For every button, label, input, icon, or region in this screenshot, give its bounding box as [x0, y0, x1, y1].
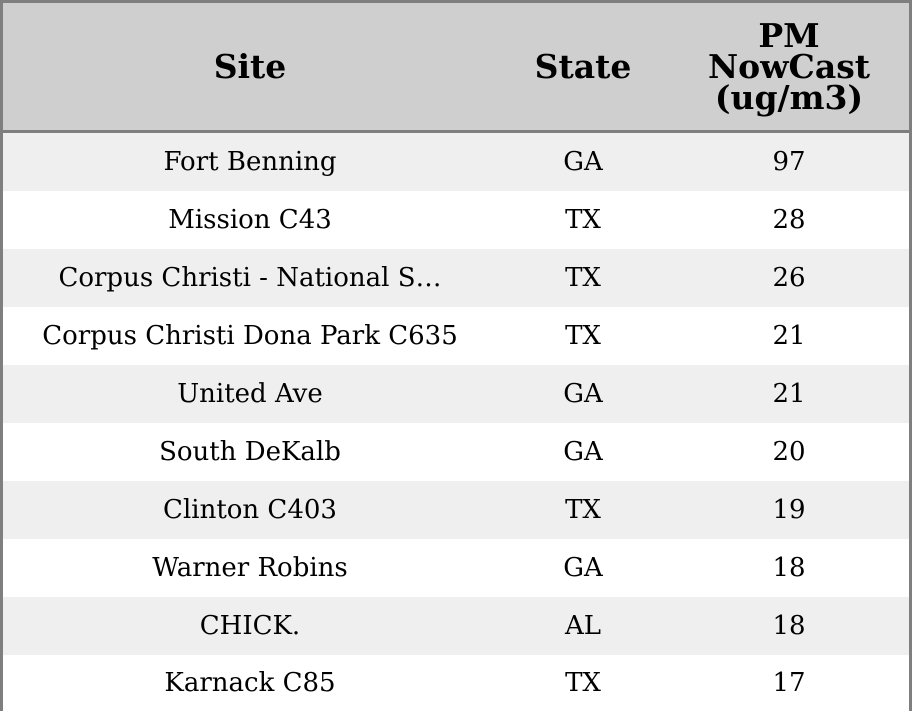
cell-site: Mission C43 [168, 205, 332, 235]
cell-state: TX [565, 321, 601, 351]
cell-pm-value: 19 [772, 495, 806, 525]
table-row: Corpus Christi - National S… TX 26 [3, 249, 909, 307]
table-row: CHICK. AL 18 [3, 597, 909, 655]
table-row: Fort Benning GA 97 [3, 133, 909, 191]
cell-site: CHICK. [199, 611, 301, 641]
cell-site: South DeKalb [159, 437, 341, 467]
column-header-pm-nowcast: PM NowCast (ug/m3) [707, 16, 871, 117]
cell-state: AL [564, 611, 602, 641]
cell-site: Corpus Christi Dona Park C635 [42, 321, 458, 351]
cell-site: Fort Benning [163, 147, 337, 177]
cell-pm-value: 97 [772, 147, 806, 177]
cell-pm-value: 17 [772, 668, 806, 698]
cell-state: TX [565, 495, 601, 525]
cell-state: GA [563, 379, 603, 409]
cell-state: TX [565, 668, 601, 698]
cell-pm-value: 18 [772, 553, 806, 583]
cell-pm-value: 28 [772, 205, 806, 235]
cell-pm-value: 18 [772, 611, 806, 641]
cell-pm-value: 26 [772, 263, 806, 293]
cell-pm-value: 21 [772, 379, 806, 409]
column-header-state: State [534, 47, 632, 86]
cell-state: GA [563, 147, 603, 177]
table-row: Clinton C403 TX 19 [3, 481, 909, 539]
cell-site: United Ave [177, 379, 323, 409]
cell-site: Warner Robins [152, 553, 348, 583]
cell-site: Clinton C403 [163, 495, 337, 525]
cell-state: GA [563, 437, 603, 467]
table-body: Fort Benning GA 97 Mission C43 TX 28 Corpus Ch… [3, 133, 909, 711]
table-row: United Ave GA 21 [3, 365, 909, 423]
column-header-site: Site [213, 47, 287, 86]
table-row: Warner Robins GA 18 [3, 539, 909, 597]
cell-pm-value: 21 [772, 321, 806, 351]
table-row: Karnack C85 TX 17 [3, 655, 909, 711]
cell-state: TX [565, 263, 601, 293]
cell-pm-value: 20 [772, 437, 806, 467]
table-row: South DeKalb GA 20 [3, 423, 909, 481]
cell-site: Corpus Christi - National S… [58, 263, 442, 293]
cell-state: TX [565, 205, 601, 235]
cell-site: Karnack C85 [164, 668, 336, 698]
cell-state: GA [563, 553, 603, 583]
table-row: Corpus Christi Dona Park C635 TX 21 [3, 307, 909, 365]
table-header: Site State PM NowCast (ug/m3) [3, 3, 909, 133]
table-row: Mission C43 TX 28 [3, 191, 909, 249]
